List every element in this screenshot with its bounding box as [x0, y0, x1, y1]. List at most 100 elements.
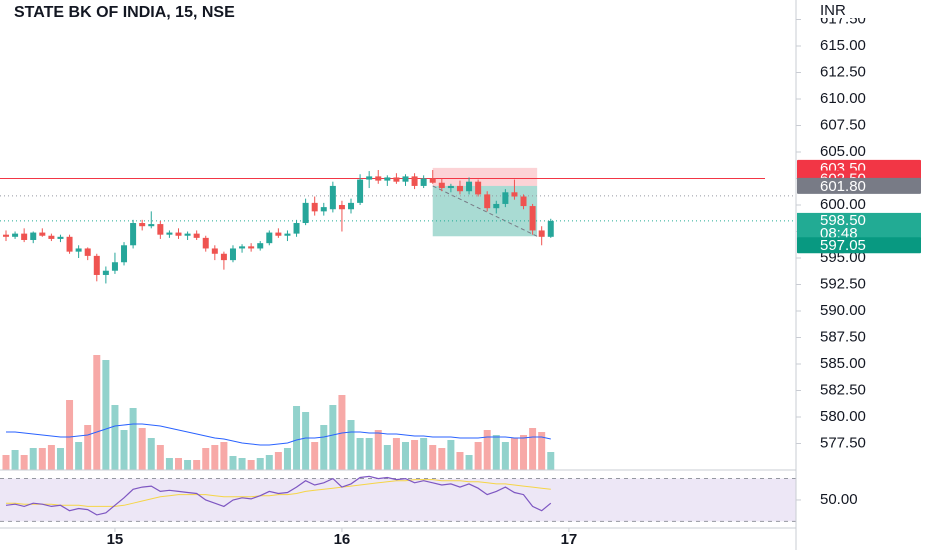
rsi-ma-line — [6, 479, 551, 507]
volume-bar — [438, 448, 446, 470]
volume-bar — [383, 445, 391, 470]
volume-bar — [256, 458, 264, 470]
y-tick-label: 607.50 — [820, 116, 866, 133]
candle-body — [411, 176, 418, 186]
candle-body — [529, 206, 536, 231]
volume-bar — [274, 452, 282, 470]
candle-body — [202, 237, 209, 249]
candle-body — [2, 234, 9, 237]
candle-body — [275, 232, 282, 236]
candle-body — [184, 233, 191, 236]
volume-bar — [356, 438, 364, 470]
candle-body — [175, 232, 182, 236]
volume-bar — [302, 412, 310, 470]
volume-bar — [492, 435, 500, 470]
candle-body — [12, 233, 19, 237]
candle-body — [166, 232, 173, 235]
last-price-label: 598.50 — [820, 212, 866, 229]
candle-body — [66, 236, 73, 252]
candle-body — [547, 220, 554, 237]
volume-bar — [311, 442, 319, 470]
volume-bar — [501, 442, 509, 470]
candle-body — [111, 262, 118, 271]
x-tick-label: 15 — [107, 531, 124, 548]
candle-body — [475, 181, 482, 195]
candle-body — [538, 230, 545, 237]
volume-bar — [175, 458, 183, 470]
candle-body — [393, 177, 400, 182]
volume-bar — [456, 452, 464, 470]
candle-body — [75, 248, 82, 252]
y-tick-label: 585.00 — [820, 355, 866, 372]
volume-bar — [29, 448, 37, 470]
candle-body — [139, 223, 146, 227]
volume-bar — [401, 442, 409, 470]
y-tick-label: 580.00 — [820, 408, 866, 425]
panes — [0, 167, 796, 522]
y-tick-label: 605.00 — [820, 143, 866, 160]
volume-bar — [129, 408, 137, 470]
volume-bar — [320, 425, 328, 470]
stop-zone — [432, 167, 538, 186]
entry-label: 601.80 — [820, 178, 866, 195]
volume-bar — [66, 400, 74, 470]
candle-body — [320, 207, 327, 212]
candle-body — [447, 185, 454, 189]
candle-body — [493, 203, 500, 209]
volume-bar — [102, 360, 110, 470]
volume-bar — [11, 450, 19, 470]
volume-bar — [329, 405, 337, 470]
volume-bar — [429, 445, 437, 470]
volume-bar — [111, 405, 119, 470]
candle-body — [239, 246, 246, 249]
volume-bar — [411, 440, 419, 470]
candle-body — [375, 176, 382, 181]
volume-bar — [147, 438, 155, 470]
volume-bar — [238, 458, 246, 470]
volume-bar — [447, 440, 455, 470]
candle-body — [248, 246, 255, 249]
candle-body — [384, 177, 391, 181]
entry-label-bg — [797, 177, 921, 194]
volume-bar — [184, 460, 192, 470]
volume-bar — [538, 432, 546, 470]
candle-body — [220, 253, 227, 261]
rsi-tick-label: 50.00 — [820, 491, 858, 508]
volume-bar — [156, 445, 164, 470]
volume-bar — [365, 438, 373, 470]
y-tick-label: 615.00 — [820, 37, 866, 54]
candle-body — [157, 224, 164, 235]
rsi-band — [0, 478, 796, 522]
volume-bar — [510, 438, 518, 470]
candle-body — [502, 192, 509, 204]
candle-body — [266, 232, 273, 244]
volume-bar — [465, 455, 473, 470]
volume-bar — [93, 355, 101, 470]
volume-bar — [38, 448, 46, 470]
volume-bar — [120, 430, 128, 470]
x-tick-label: 16 — [334, 531, 351, 548]
candle-body — [466, 181, 473, 192]
currency-label: INR — [820, 2, 846, 19]
candle-body — [438, 182, 445, 189]
target-label-bg — [797, 237, 921, 254]
candle-body — [357, 179, 364, 203]
y-tick-label: 582.50 — [820, 381, 866, 398]
volume-bar — [229, 456, 237, 470]
volume-bar — [520, 435, 528, 470]
volume-bar — [293, 406, 301, 470]
volume-bar — [211, 445, 219, 470]
volume-ma-line — [6, 423, 551, 446]
x-tick-label: 17 — [561, 531, 578, 548]
candle-body — [302, 202, 309, 224]
target-label: 597.05 — [820, 237, 866, 254]
volume-bar — [483, 430, 491, 470]
volume-bar — [220, 442, 228, 470]
volume-bar — [374, 430, 382, 470]
candle-body — [30, 232, 37, 240]
volume-bar — [529, 428, 537, 470]
volume-bar — [474, 442, 482, 470]
candle-body — [121, 245, 128, 263]
y-tick-label: 587.50 — [820, 328, 866, 345]
last-price-bg — [797, 212, 921, 241]
